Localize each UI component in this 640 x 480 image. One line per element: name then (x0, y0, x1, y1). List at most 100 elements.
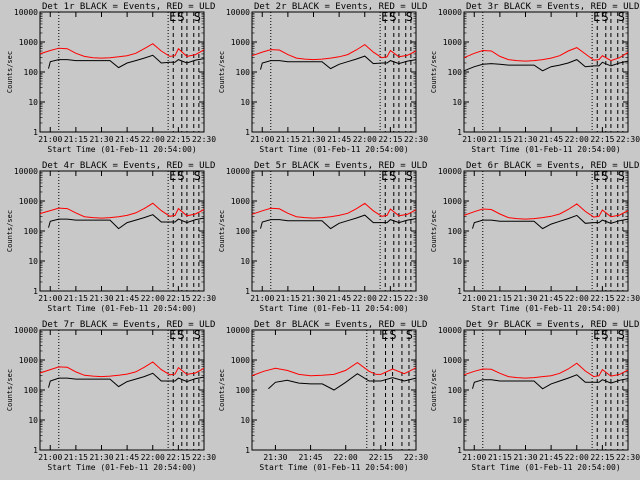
series-line-events-black (48, 54, 205, 69)
x-tick-label: 21:45 (539, 453, 563, 462)
series-line-uld-red (463, 47, 629, 62)
x-axis-label: Start Time (01-Feb-11 20:54:00) (471, 463, 620, 472)
x-axis-label: Start Time (01-Feb-11 20:54:00) (47, 145, 196, 154)
x-tick-label: 22:00 (141, 453, 165, 462)
corner-label: ES S (593, 10, 626, 24)
x-tick-label: 21:30 (89, 135, 113, 144)
y-tick-label: 10000 (14, 167, 38, 176)
y-tick-label: 10000 (14, 8, 38, 17)
x-tick-label: 22:30 (616, 294, 640, 303)
series-line-uld-red (251, 361, 417, 377)
corner-label: ES S (381, 328, 414, 342)
y-tick-label: 1 (245, 446, 250, 455)
y-tick-label: 100 (24, 386, 39, 395)
chart-title: Det 2r BLACK = Events, RED = ULD (254, 2, 427, 12)
y-axis-label: Counts/sec (6, 369, 14, 411)
y-tick-label: 1 (33, 287, 38, 296)
y-tick-label: 100 (24, 68, 39, 77)
x-tick-label: 21:15 (276, 294, 300, 303)
x-tick-label: 21:15 (64, 294, 88, 303)
y-tick-label: 1000 (443, 38, 462, 47)
x-tick-label: 21:15 (488, 453, 512, 462)
x-tick-label: 21:30 (89, 453, 113, 462)
y-axis-label: Counts/sec (430, 51, 438, 93)
plot-frame (39, 329, 205, 451)
series-line-events-black (48, 372, 205, 388)
x-tick-label: 22:30 (616, 135, 640, 144)
y-tick-label: 10000 (14, 326, 38, 335)
x-tick-label: 21:45 (115, 453, 139, 462)
y-tick-label: 100 (236, 68, 251, 77)
y-tick-label: 1000 (19, 356, 38, 365)
x-tick-label: 22:00 (141, 135, 165, 144)
series-line-events-black (472, 374, 629, 390)
y-tick-label: 10000 (438, 167, 462, 176)
corner-label: ES S (593, 169, 626, 183)
y-tick-label: 1000 (231, 197, 250, 206)
corner-label: ES S (381, 10, 414, 24)
y-tick-label: 100 (236, 227, 251, 236)
x-tick-label: 21:00 (250, 135, 274, 144)
y-tick-label: 100 (236, 386, 251, 395)
x-axis-label: Start Time (01-Feb-11 20:54:00) (47, 304, 196, 313)
corner-label: ES S (381, 169, 414, 183)
x-axis-label: Start Time (01-Feb-11 20:54:00) (259, 145, 408, 154)
x-tick-label: 22:15 (166, 294, 190, 303)
plot-frame (251, 11, 417, 133)
x-axis-label: Start Time (01-Feb-11 20:54:00) (471, 304, 620, 313)
plot-frame (39, 170, 205, 292)
x-tick-label: 22:00 (565, 294, 589, 303)
y-tick-label: 10000 (438, 8, 462, 17)
y-tick-label: 1 (457, 446, 462, 455)
y-tick-label: 100 (448, 227, 463, 236)
x-axis-label: Start Time (01-Feb-11 20:54:00) (259, 304, 408, 313)
y-tick-label: 100 (448, 68, 463, 77)
y-tick-label: 10000 (226, 167, 250, 176)
x-tick-label: 22:00 (141, 294, 165, 303)
y-axis-label: Counts/sec (6, 210, 14, 252)
series-line-events-black (463, 59, 629, 72)
x-tick-label: 21:30 (513, 135, 537, 144)
y-tick-label: 10 (28, 257, 38, 266)
y-tick-label: 10000 (226, 8, 250, 17)
x-tick-label: 21:15 (488, 294, 512, 303)
x-tick-label: 21:30 (263, 453, 287, 462)
y-tick-label: 1000 (443, 197, 462, 206)
x-tick-label: 22:30 (404, 453, 428, 462)
x-tick-label: 21:30 (513, 294, 537, 303)
x-tick-label: 21:45 (327, 294, 351, 303)
x-tick-label: 22:00 (353, 294, 377, 303)
plot-frame (463, 329, 629, 451)
y-tick-label: 10 (452, 416, 462, 425)
y-tick-label: 10 (452, 98, 462, 107)
x-tick-label: 22:00 (334, 453, 358, 462)
x-tick-label: 21:00 (38, 294, 62, 303)
y-tick-label: 1000 (19, 197, 38, 206)
x-tick-label: 21:45 (539, 294, 563, 303)
corner-label: ES S (169, 169, 202, 183)
y-tick-label: 10 (240, 257, 250, 266)
corner-label: ES S (593, 328, 626, 342)
y-tick-label: 10000 (226, 326, 250, 335)
series-line-uld-red (251, 43, 417, 61)
y-tick-label: 10 (28, 416, 38, 425)
x-tick-label: 22:15 (166, 453, 190, 462)
series-line-events-black (260, 214, 417, 230)
x-tick-label: 21:00 (462, 294, 486, 303)
y-tick-label: 10 (28, 98, 38, 107)
chart-title: Det 3r BLACK = Events, RED = ULD (466, 2, 639, 12)
x-tick-label: 22:00 (565, 135, 589, 144)
x-tick-label: 22:15 (590, 135, 614, 144)
x-tick-label: 22:15 (378, 294, 402, 303)
x-tick-label: 21:00 (462, 453, 486, 462)
x-tick-label: 21:15 (488, 135, 512, 144)
x-tick-label: 22:15 (166, 135, 190, 144)
x-tick-label: 21:45 (299, 453, 323, 462)
series-line-uld-red (39, 43, 205, 59)
